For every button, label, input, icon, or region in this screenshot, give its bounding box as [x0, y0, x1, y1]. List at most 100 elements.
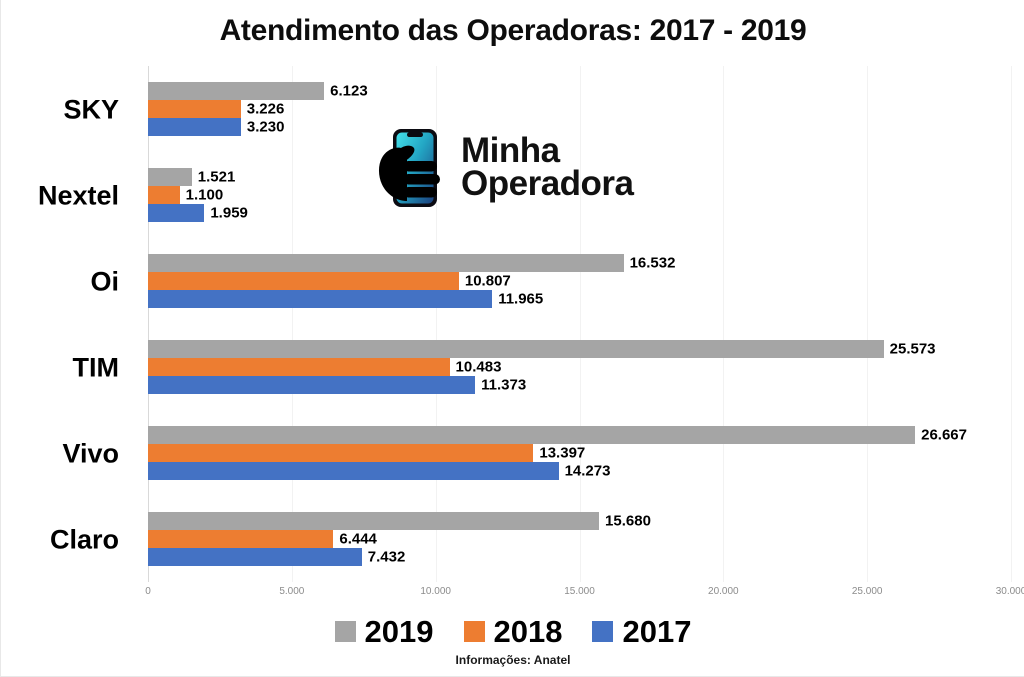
bar-group-nextel: Nextel 1.521 1.100 1.959 [38, 168, 1011, 224]
gridline [1011, 66, 1012, 582]
legend-item-2017[interactable]: 2017 [592, 616, 691, 647]
legend-item-2019[interactable]: 2019 [334, 614, 434, 649]
gridline [723, 66, 725, 582]
x-tick-label: 15.000 [564, 586, 595, 597]
x-tick-label: 0 [145, 586, 151, 597]
bar-2018-nextel[interactable] [148, 186, 180, 204]
legend-label: 2019 [364, 614, 434, 649]
chart-legend: 2019 2018 2017 [1, 616, 1024, 647]
category-label: SKY [63, 94, 119, 125]
legend-item-2018[interactable]: 2018 [463, 614, 563, 649]
bar-value-label: 26.667 [921, 426, 967, 444]
bar-row: 16.532 [148, 254, 1011, 272]
bar-value-label: 3.230 [246, 118, 285, 136]
x-tick-label: 10.000 [420, 586, 451, 597]
logo-wordmark: Minha Operadora [461, 131, 634, 203]
x-axis-ticks: 0 5.000 10.000 15.000 20.000 25.000 30.000 [145, 586, 1024, 604]
bar-value-label: 6.123 [330, 82, 368, 100]
bar-row: 3.230 [148, 118, 1011, 136]
bar-row: 13.397 [148, 444, 1011, 462]
bar-row: 1.100 [148, 186, 1011, 204]
bar-row: 26.667 [148, 426, 1011, 444]
bar-row: 3.226 [148, 100, 1011, 118]
bar-2017-nextel[interactable] [148, 204, 205, 222]
bar-row: 11.965 [148, 290, 1011, 308]
gridline [435, 66, 437, 582]
bar-row: 1.521 [148, 168, 1011, 186]
bar-group-vivo: Vivo 26.667 13.397 14.273 [62, 426, 1011, 482]
bar-group-claro: Claro 15.680 6.444 7.432 [50, 512, 1011, 568]
bar-row: 15.680 [148, 512, 1011, 530]
bar-row: 14.273 [148, 462, 1011, 480]
bar-2019-oi[interactable] [148, 254, 624, 272]
bar-group-tim: TIM 25.573 10.483 11.373 [73, 340, 1011, 396]
bar-2019-tim[interactable] [148, 340, 884, 358]
bar-value-label: 25.573 [889, 340, 936, 358]
x-tick-label: 5.000 [279, 586, 305, 597]
category-label: Claro [49, 524, 119, 555]
bar-value-label: 3.226 [246, 100, 285, 118]
bar-group-sky: SKY 6.123 3.226 3.230 [63, 82, 1011, 138]
bar-value-label: 1.959 [210, 204, 248, 222]
gridline [579, 66, 581, 582]
legend-label: 2017 [622, 614, 692, 649]
logo-line-1: Minha [461, 131, 560, 171]
bar-row: 11.373 [148, 376, 1011, 394]
bar-value-label: 10.483 [455, 358, 502, 376]
bar-2018-vivo[interactable] [148, 444, 534, 462]
bar-2018-sky[interactable] [148, 100, 241, 118]
bar-value-label: 7.432 [367, 548, 406, 566]
category-label: TIM [72, 352, 120, 383]
plot-area: SKY 6.123 3.226 3.230 Nextel 1.521 1.100 1.959 O… [38, 66, 1012, 582]
bar-2018-tim[interactable] [148, 358, 450, 376]
bar-2017-oi[interactable] [148, 290, 493, 308]
bar-value-label: 16.532 [629, 254, 676, 272]
legend-label: 2018 [493, 614, 563, 649]
legend-swatch-icon [334, 621, 356, 642]
bar-row: 10.483 [148, 358, 1011, 376]
bar-row: 10.807 [148, 272, 1011, 290]
hand-holding-smartphone-icon [378, 129, 440, 207]
bar-row: 6.123 [148, 82, 1011, 100]
x-tick-label: 20.000 [708, 586, 739, 597]
bar-value-label: 10.807 [464, 272, 511, 290]
bar-group-oi: Oi 16.532 10.807 11.965 [90, 254, 1011, 310]
category-label: Nextel [37, 180, 119, 211]
bar-value-label: 11.373 [481, 376, 527, 394]
bar-row: 1.959 [148, 204, 1011, 222]
bar-value-label: 6.444 [339, 530, 377, 548]
bar-value-label: 13.397 [539, 444, 586, 462]
gridline [291, 66, 293, 582]
bar-row: 6.444 [148, 530, 1011, 548]
minha-operadora-logo: Minha Operadora [377, 126, 667, 210]
logo-line-2: Operadora [461, 164, 634, 203]
bar-value-label: 1.521 [197, 168, 236, 186]
axis-zero-line [148, 66, 149, 582]
x-tick-label: 25.000 [851, 586, 883, 597]
bar-2017-sky[interactable] [148, 118, 241, 136]
bar-value-label: 11.965 [498, 290, 544, 308]
bar-2019-vivo[interactable] [148, 426, 916, 444]
bar-value-label: 15.680 [605, 512, 651, 530]
bar-2019-sky[interactable] [148, 82, 325, 100]
bar-2017-claro[interactable] [148, 548, 362, 566]
x-tick-label: 30.000 [995, 586, 1024, 597]
source-note: Informações: Anatel [455, 653, 571, 667]
bar-2017-vivo[interactable] [148, 462, 559, 480]
bar-row: 7.432 [148, 548, 1011, 566]
bar-2017-tim[interactable] [148, 376, 476, 394]
category-label: Oi [90, 266, 119, 297]
legend-swatch-icon [463, 621, 485, 642]
bar-2018-oi[interactable] [148, 272, 459, 290]
gridline [867, 66, 869, 582]
bar-row: 25.573 [148, 340, 1011, 358]
bar-2019-claro[interactable] [148, 512, 600, 530]
category-label: Vivo [62, 438, 119, 469]
bar-2019-nextel[interactable] [148, 168, 192, 186]
bar-value-label: 14.273 [564, 462, 611, 480]
page-title: Atendimento das Operadoras: 2017 - 2019 [219, 14, 807, 47]
bar-value-label: 1.100 [185, 186, 224, 204]
bar-2018-claro[interactable] [148, 530, 334, 548]
legend-swatch-icon [592, 621, 614, 642]
